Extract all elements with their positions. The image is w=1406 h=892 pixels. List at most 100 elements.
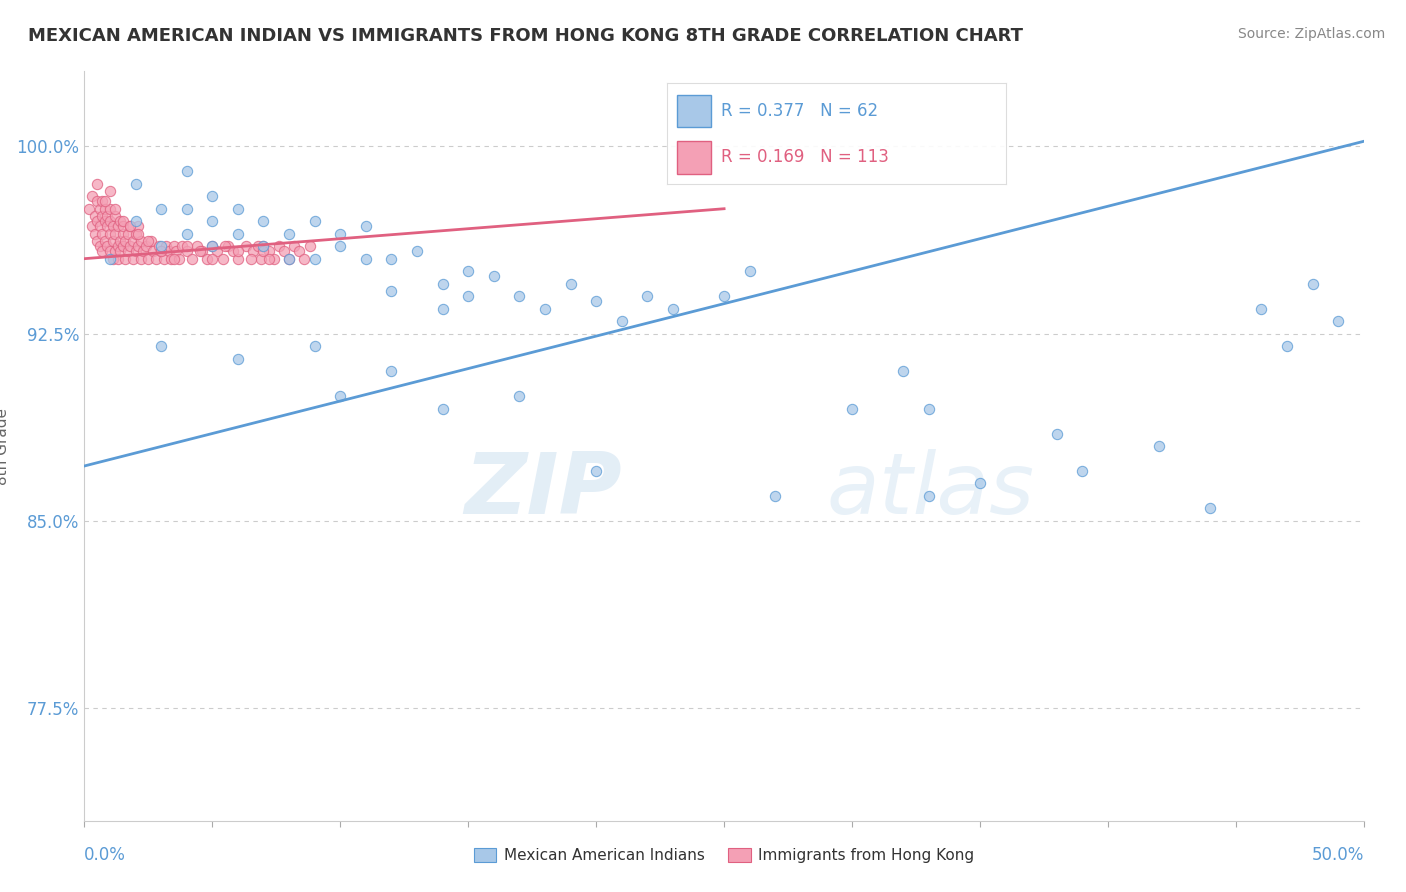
Point xyxy=(86,214,108,228)
Point xyxy=(288,244,311,259)
Point xyxy=(201,252,224,266)
Point xyxy=(432,277,454,291)
Point xyxy=(132,244,155,259)
Point xyxy=(226,244,249,259)
Point xyxy=(636,289,658,303)
Point xyxy=(98,202,121,216)
Point xyxy=(86,234,108,248)
Point xyxy=(585,464,607,478)
Point xyxy=(841,401,863,416)
Point xyxy=(738,264,761,278)
Point xyxy=(111,239,134,253)
Point xyxy=(80,219,103,234)
Point xyxy=(98,214,121,228)
Point xyxy=(124,177,146,191)
Point xyxy=(150,244,173,259)
Point xyxy=(142,244,165,259)
Point xyxy=(298,239,321,253)
Point xyxy=(127,239,149,253)
Point xyxy=(263,252,285,266)
Point xyxy=(114,234,136,248)
Point xyxy=(508,389,530,403)
Point xyxy=(176,202,198,216)
Point xyxy=(94,194,117,209)
Point xyxy=(83,227,105,241)
Point xyxy=(176,164,198,178)
Point xyxy=(104,209,127,223)
Point xyxy=(662,301,685,316)
Point xyxy=(101,219,124,234)
Point xyxy=(124,227,146,241)
Text: MEXICAN AMERICAN INDIAN VS IMMIGRANTS FROM HONG KONG 8TH GRADE CORRELATION CHART: MEXICAN AMERICAN INDIAN VS IMMIGRANTS FR… xyxy=(28,27,1024,45)
Point xyxy=(195,252,218,266)
Point xyxy=(145,252,167,266)
Point xyxy=(1147,439,1170,453)
Point xyxy=(120,239,142,253)
Point xyxy=(278,252,301,266)
Point xyxy=(89,202,111,216)
Text: 0.0%: 0.0% xyxy=(84,846,127,863)
Point xyxy=(94,202,117,216)
Point xyxy=(180,252,202,266)
Point xyxy=(1250,301,1272,316)
Point xyxy=(217,239,239,253)
Point xyxy=(170,239,193,253)
Point xyxy=(354,219,377,234)
Text: ZIP: ZIP xyxy=(464,450,621,533)
Point xyxy=(111,227,134,241)
Point xyxy=(111,219,134,234)
Point xyxy=(304,214,326,228)
Point xyxy=(101,252,124,266)
Point xyxy=(108,214,131,228)
Point xyxy=(891,364,914,378)
Point xyxy=(176,244,198,259)
Point xyxy=(1199,501,1222,516)
Point xyxy=(129,234,152,248)
Point xyxy=(150,239,173,253)
Point xyxy=(152,252,174,266)
Point xyxy=(380,364,402,378)
Point xyxy=(89,239,111,253)
Point xyxy=(242,244,264,259)
Point xyxy=(157,244,180,259)
Point xyxy=(94,234,117,248)
Point xyxy=(763,489,786,503)
Point xyxy=(108,244,131,259)
Point xyxy=(252,244,274,259)
Point xyxy=(94,214,117,228)
Point xyxy=(139,234,162,248)
Text: Source: ZipAtlas.com: Source: ZipAtlas.com xyxy=(1237,27,1385,41)
Point xyxy=(226,202,249,216)
Point xyxy=(89,219,111,234)
Point xyxy=(252,239,274,253)
Point xyxy=(91,194,114,209)
Point xyxy=(98,184,121,198)
Point xyxy=(91,244,114,259)
Point xyxy=(167,252,190,266)
Point xyxy=(120,219,142,234)
Point xyxy=(211,252,233,266)
Point xyxy=(267,239,290,253)
Point xyxy=(191,244,214,259)
Point xyxy=(122,252,145,266)
Point xyxy=(117,244,139,259)
Point xyxy=(585,294,607,309)
Point xyxy=(166,244,188,259)
Point xyxy=(107,239,129,253)
Point xyxy=(111,214,134,228)
Point xyxy=(101,234,124,248)
Point xyxy=(201,239,224,253)
Point xyxy=(155,239,177,253)
Point xyxy=(120,219,142,234)
Point xyxy=(127,227,149,241)
Point xyxy=(150,339,173,353)
Point xyxy=(83,209,105,223)
Point xyxy=(283,239,305,253)
Point xyxy=(104,227,127,241)
Point xyxy=(432,401,454,416)
Point xyxy=(1302,277,1324,291)
Point xyxy=(150,202,173,216)
Point xyxy=(304,339,326,353)
Point xyxy=(257,252,280,266)
Point xyxy=(278,252,301,266)
